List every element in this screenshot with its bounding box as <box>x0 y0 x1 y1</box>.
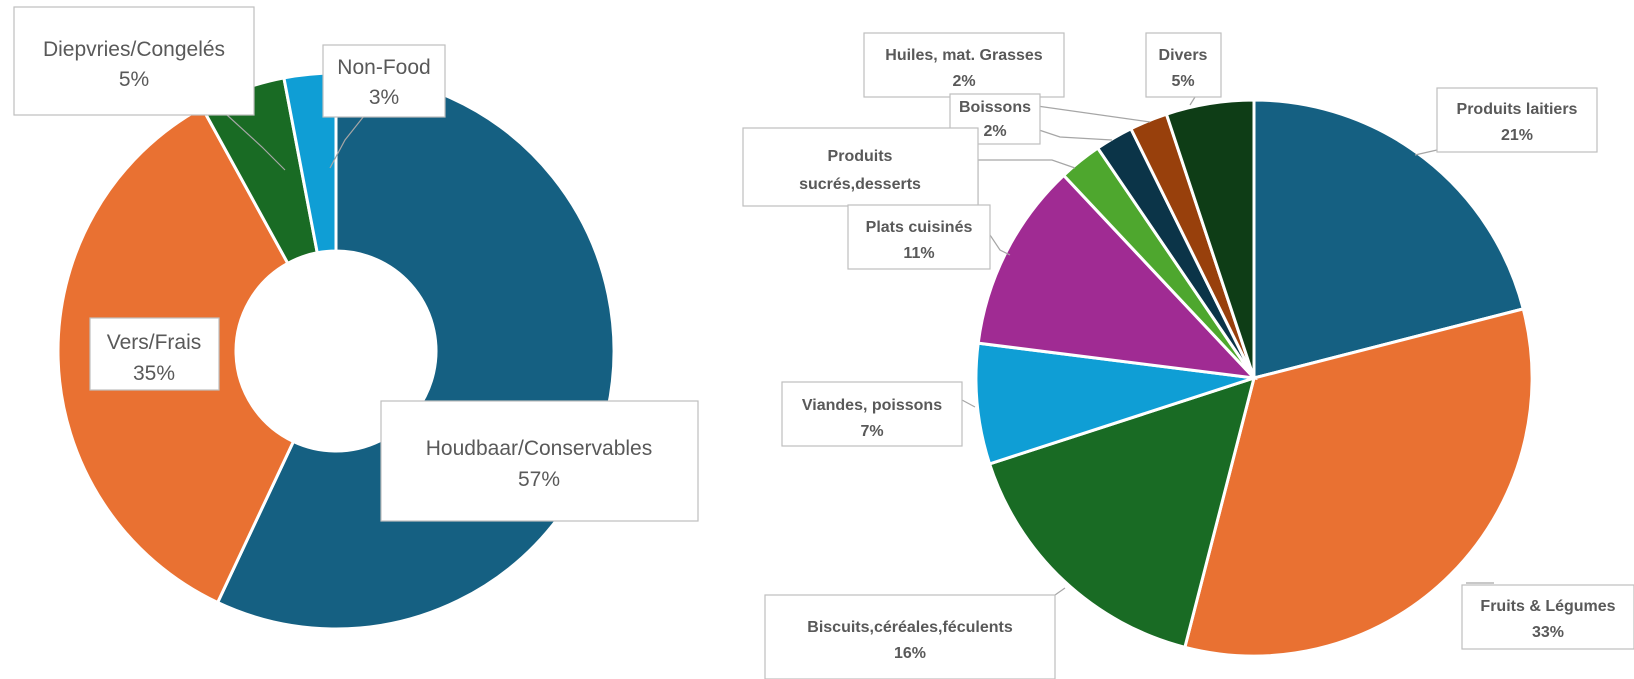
pie-label-huiles-name: Huiles, mat. Grasses <box>885 47 1043 64</box>
pie-slice-3 <box>974 341 1255 466</box>
pie-label-viandes-pct: 7% <box>860 423 883 440</box>
pie-label-divers: Divers 5% <box>1145 32 1222 106</box>
donut-label-vers: Vers/Frais 35% <box>89 317 220 391</box>
pie-label-divers-pct: 5% <box>1171 73 1194 90</box>
pie-label-boissons-name: Boissons <box>959 99 1031 116</box>
pie-label-biscuits-pct: 16% <box>894 645 926 662</box>
donut-label-nonfood: Non-Food 3% <box>322 44 446 169</box>
donut-label-diepvries-name: Diepvries/Congelés <box>43 38 225 61</box>
pie-slice-1 <box>1183 307 1534 658</box>
pie-label-viandes: Viandes, poissons 7% <box>781 381 976 447</box>
donut-label-diepvries-pct: 5% <box>119 68 149 91</box>
donut-label-nonfood-name: Non-Food <box>337 56 430 79</box>
pie-slice-0 <box>1252 98 1526 380</box>
pie-label-huiles: Huiles, mat. Grasses 2% <box>863 32 1151 123</box>
pie-label-fruits-name: Fruits & Légumes <box>1480 598 1615 615</box>
pie-label-biscuits: Biscuits,céréales,féculents 16% <box>764 587 1066 679</box>
pie-label-produits-laitiers: Produits laitiers 21% <box>1414 87 1598 156</box>
donut-label-houdbaar-pct: 57% <box>518 468 560 491</box>
pie-slice-4 <box>976 173 1258 381</box>
donut-label-diepvries: Diepvries/Congelés 5% <box>13 6 286 171</box>
pie-slice-2 <box>987 375 1257 650</box>
donut-label-vers-name: Vers/Frais <box>107 331 202 354</box>
pie-chart <box>974 98 1534 658</box>
pie-slice-8 <box>1164 98 1256 379</box>
pie-label-fruits: Fruits & Légumes 33% <box>1461 582 1634 650</box>
donut-label-houdbaar-name: Houdbaar/Conservables <box>426 437 652 460</box>
pie-label-huiles-pct: 2% <box>952 73 975 90</box>
pie-label-boissons-pct: 2% <box>983 123 1006 140</box>
pie-label-plats-name: Plats cuisinés <box>866 219 973 236</box>
pie-label-produits-laitiers-name: Produits laitiers <box>1457 101 1578 118</box>
pie-label-produits-sucres: Produits sucrés,desserts <box>742 127 1076 207</box>
pie-label-biscuits-name: Biscuits,céréales,féculents <box>807 619 1013 636</box>
pie-label-divers-name: Divers <box>1159 47 1208 64</box>
donut-slice-3 <box>282 71 338 255</box>
pie-label-plats: Plats cuisinés 11% <box>847 204 1011 270</box>
pie-label-fruits-pct: 33% <box>1532 624 1564 641</box>
pie-label-produits-sucres-name: Produits sucrés,desserts <box>799 148 921 193</box>
donut-label-nonfood-pct: 3% <box>369 86 399 109</box>
donut-label-vers-pct: 35% <box>133 362 175 385</box>
donut-label-houdbaar: Houdbaar/Conservables 57% <box>380 400 699 522</box>
pie-label-plats-pct: 11% <box>903 245 934 262</box>
pie-label-produits-laitiers-pct: 21% <box>1501 127 1533 144</box>
pie-label-viandes-name: Viandes, poissons <box>802 397 942 414</box>
